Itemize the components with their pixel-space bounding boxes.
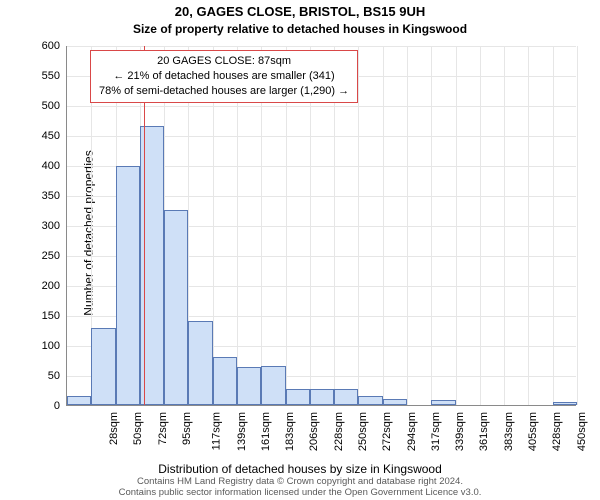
gridline-v: [431, 46, 432, 405]
x-tick-label: 183sqm: [284, 412, 296, 451]
histogram-bar: [310, 389, 334, 405]
y-tick-label: 250: [10, 250, 60, 262]
chart-title-line2: Size of property relative to detached ho…: [0, 22, 600, 36]
footer: Contains HM Land Registry data © Crown c…: [0, 477, 600, 499]
x-tick-label: 339sqm: [454, 412, 466, 451]
x-tick-label: 428sqm: [551, 412, 563, 451]
gridline-v: [383, 46, 384, 405]
y-tick-label: 400: [10, 160, 60, 172]
x-tick-label: 50sqm: [132, 412, 144, 445]
histogram-bar: [67, 396, 91, 405]
histogram-bar: [188, 321, 212, 405]
gridline-v: [528, 46, 529, 405]
x-tick-label: 450sqm: [576, 412, 588, 451]
histogram-bar: [164, 210, 188, 405]
histogram-bar: [237, 367, 261, 405]
footer-line-2: Contains public sector information licen…: [0, 488, 600, 499]
x-tick-label: 139sqm: [236, 412, 248, 451]
x-tick-label: 28sqm: [108, 412, 120, 445]
gridline-v: [456, 46, 457, 405]
y-tick-label: 300: [10, 220, 60, 232]
histogram-bar: [383, 399, 407, 405]
y-tick-label: 100: [10, 340, 60, 352]
gridline-v: [577, 46, 578, 405]
info-line-3: 78% of semi-detached houses are larger (…: [99, 84, 349, 99]
histogram-bar: [286, 389, 310, 405]
x-tick-label: 294sqm: [406, 412, 418, 451]
y-tick-label: 50: [10, 370, 60, 382]
histogram-bar: [116, 166, 140, 405]
y-tick-label: 200: [10, 280, 60, 292]
x-axis-label: Distribution of detached houses by size …: [0, 462, 600, 476]
histogram-bar: [553, 402, 577, 405]
histogram-bar: [213, 357, 237, 405]
gridline-v: [358, 46, 359, 405]
histogram-bar: [431, 400, 455, 405]
x-tick-label: 317sqm: [430, 412, 442, 451]
info-line-2: ← 21% of detached houses are smaller (34…: [99, 69, 349, 84]
histogram-bar: [261, 366, 285, 405]
x-tick-label: 228sqm: [333, 412, 345, 451]
y-tick-label: 450: [10, 130, 60, 142]
histogram-bar: [358, 396, 382, 405]
y-tick-label: 0: [10, 400, 60, 412]
gridline-v: [480, 46, 481, 405]
gridline-v: [553, 46, 554, 405]
x-tick-label: 117sqm: [211, 412, 223, 450]
y-tick-label: 500: [10, 100, 60, 112]
x-tick-label: 361sqm: [479, 412, 491, 451]
info-line-1: 20 GAGES CLOSE: 87sqm: [99, 54, 349, 69]
x-tick-label: 250sqm: [357, 412, 369, 451]
histogram-bar: [91, 328, 115, 405]
x-tick-label: 72sqm: [157, 412, 169, 445]
y-tick-label: 350: [10, 190, 60, 202]
x-tick-label: 272sqm: [381, 412, 393, 451]
x-tick-label: 95sqm: [181, 412, 193, 445]
gridline-v: [407, 46, 408, 405]
y-tick-label: 600: [10, 40, 60, 52]
x-tick-label: 161sqm: [260, 412, 272, 451]
x-tick-label: 206sqm: [309, 412, 321, 451]
histogram-bar: [334, 389, 358, 405]
y-tick-label: 550: [10, 70, 60, 82]
x-tick-label: 383sqm: [503, 412, 515, 451]
info-box: 20 GAGES CLOSE: 87sqm ← 21% of detached …: [90, 50, 358, 103]
chart-title-line1: 20, GAGES CLOSE, BRISTOL, BS15 9UH: [0, 4, 600, 19]
x-tick-label: 405sqm: [527, 412, 539, 451]
y-tick-label: 150: [10, 310, 60, 322]
gridline-v: [504, 46, 505, 405]
chart-container: 20, GAGES CLOSE, BRISTOL, BS15 9UH Size …: [0, 0, 600, 500]
